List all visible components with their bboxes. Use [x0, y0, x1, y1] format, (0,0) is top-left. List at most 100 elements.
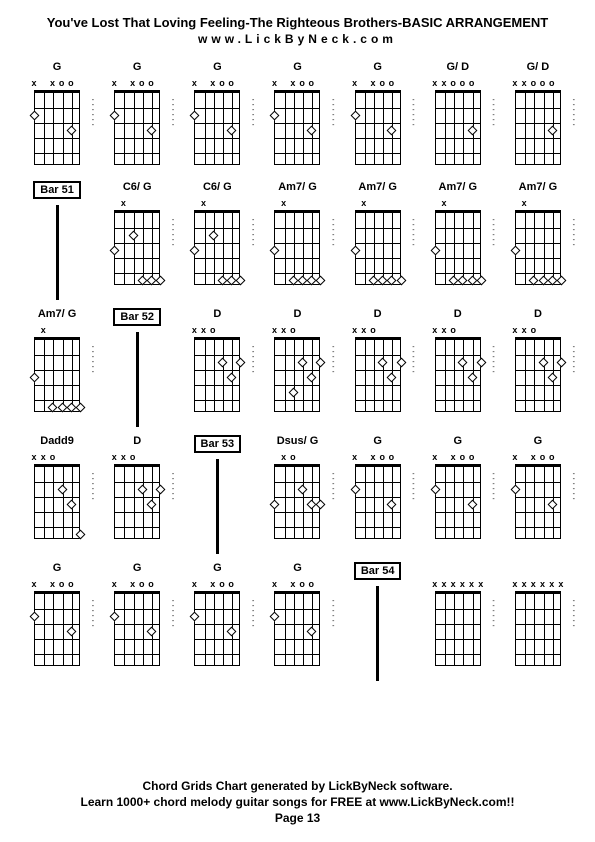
page-title: You've Lost That Loving Feeling-The Righ… [20, 15, 575, 30]
chord-diagram: xxo------ [28, 452, 86, 547]
chord-diagram: xxo------ [108, 452, 166, 547]
chord-diagram: xxo------ [509, 325, 567, 420]
chord-label: G [373, 435, 382, 449]
grid-cell: Am7/ G x------ [501, 181, 575, 300]
chord-label: D [454, 308, 462, 322]
footer-line-1: Chord Grids Chart generated by LickByNec… [0, 779, 595, 793]
page-subtitle: www.LickByNeck.com [20, 32, 575, 46]
chord-label: G/ D [527, 61, 550, 75]
bar-divider [56, 205, 59, 300]
chord-label: Am7/ G [519, 181, 558, 195]
grid-cell: Gxxoo------ [180, 562, 254, 681]
bar-divider [376, 586, 379, 681]
grid-cell: Bar 53 [180, 435, 254, 554]
chord-diagram: xxoo------ [349, 452, 407, 547]
grid-cell: Dsus/ G xo------ [260, 435, 334, 554]
grid-cell: xxxxxx------ [501, 562, 575, 681]
grid-cell: Dxxo------ [260, 308, 334, 427]
chord-label: G [373, 61, 382, 75]
grid-cell: G/ D xxooo------ [501, 61, 575, 173]
chord-diagram: xo------ [268, 452, 326, 547]
chord-diagram: xxoo------ [429, 452, 487, 547]
chord-diagram: xxoo------ [509, 452, 567, 547]
chord-label: Am7/ G [38, 308, 77, 322]
chord-diagram: x------ [509, 198, 567, 293]
grid-cell: Dxxo------ [341, 308, 415, 427]
chord-diagram: xxoo------ [28, 579, 86, 674]
chord-diagram: x------ [108, 198, 166, 293]
grid-cell: Gxxoo------ [20, 562, 94, 681]
chord-label: G [133, 61, 142, 75]
grid-cell: Am7/ G x------ [421, 181, 495, 300]
chord-diagram: xxo------ [349, 325, 407, 420]
chord-diagram: xxooo------ [429, 78, 487, 173]
chord-diagram: xxo------ [429, 325, 487, 420]
chord-diagram: xxoo------ [108, 78, 166, 173]
grid-cell: Am7/ G x------ [341, 181, 415, 300]
chord-diagram: xxoo------ [268, 78, 326, 173]
chord-diagram: xxxxxx------ [429, 579, 487, 674]
grid-cell: Bar 54 [341, 562, 415, 681]
grid-cell: xxxxxx------ [421, 562, 495, 681]
grid-cell: Gxxoo------ [341, 435, 415, 554]
grid-cell: Gxxoo------ [501, 435, 575, 554]
chord-label: G [133, 562, 142, 576]
chord-label: G [53, 61, 62, 75]
bar-label: Bar 54 [354, 562, 402, 580]
chord-label: D [294, 308, 302, 322]
grid-cell: Dxxo------ [180, 308, 254, 427]
chord-label: G [534, 435, 543, 449]
chord-diagram: xxoo------ [108, 579, 166, 674]
grid-cell: Gxxoo------ [260, 562, 334, 681]
bar-divider [216, 459, 219, 554]
grid-cell: Gxxoo------ [100, 61, 174, 173]
grid-cell: G/ D xxooo------ [421, 61, 495, 173]
grid-cell: C6/ Gx------ [180, 181, 254, 300]
grid-cell: Bar 51 [20, 181, 94, 300]
chord-label: G [213, 562, 222, 576]
chord-label: D [534, 308, 542, 322]
chord-label: Dsus/ G [277, 435, 319, 449]
chord-label: G [53, 562, 62, 576]
chord-label: G [213, 61, 222, 75]
grid-cell: Gxxoo------ [260, 61, 334, 173]
chord-label: C6/ G [123, 181, 152, 195]
chord-label: Am7/ G [358, 181, 397, 195]
grid-cell: C6/ G x------ [100, 181, 174, 300]
chord-diagram: x------ [268, 198, 326, 293]
grid-cell: Gxxoo------ [421, 435, 495, 554]
chord-diagram: xxo------ [188, 325, 246, 420]
chord-label: Am7/ G [278, 181, 317, 195]
grid-cell: Dadd9xxo------ [20, 435, 94, 554]
grid-cell: Gxxoo------ [341, 61, 415, 173]
chord-diagram: xxoo------ [28, 78, 86, 173]
grid-cell: Gxxoo------ [20, 61, 94, 173]
grid-cell: Gxxoo------ [180, 61, 254, 173]
chord-diagram: xxooo------ [509, 78, 567, 173]
bar-label: Bar 51 [33, 181, 81, 199]
grid-cell: Dxxo------ [100, 435, 174, 554]
bar-label: Bar 52 [113, 308, 161, 326]
chord-diagram: xxoo------ [268, 579, 326, 674]
chord-label: G/ D [446, 61, 469, 75]
chord-label: D [213, 308, 221, 322]
grid-cell: Gxxoo------ [100, 562, 174, 681]
grid-cell: Dxxo------ [501, 308, 575, 427]
chord-label: G [293, 562, 302, 576]
chord-diagram: xxoo------ [188, 78, 246, 173]
page-footer: Chord Grids Chart generated by LickByNec… [0, 779, 595, 827]
grid-cell: Dxxo------ [421, 308, 495, 427]
chord-label: Am7/ G [439, 181, 478, 195]
bar-label: Bar 53 [194, 435, 242, 453]
chord-diagram: xxoo------ [188, 579, 246, 674]
chord-diagram: x------ [429, 198, 487, 293]
chord-diagram: xxoo------ [349, 78, 407, 173]
footer-line-3: Page 13 [0, 811, 595, 825]
chord-diagram: x------ [188, 198, 246, 293]
grid-cell: Bar 52 [100, 308, 174, 427]
chord-diagram: x------ [349, 198, 407, 293]
chord-diagram: xxo------ [268, 325, 326, 420]
chord-label: G [453, 435, 462, 449]
chord-label: D [133, 435, 141, 449]
footer-line-2: Learn 1000+ chord melody guitar songs fo… [0, 795, 595, 809]
